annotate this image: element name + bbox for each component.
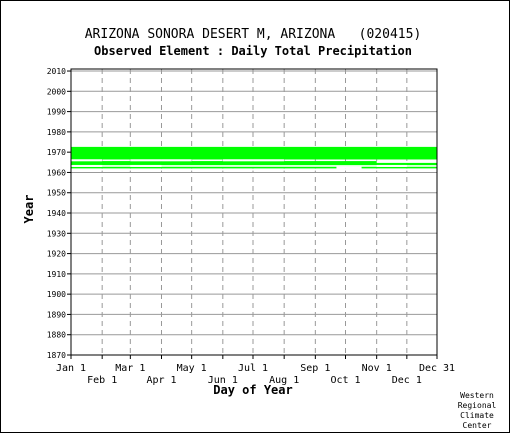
y-tick-label: 1870 <box>47 351 66 360</box>
y-tick-label: 1950 <box>47 189 66 198</box>
missing-data-segment <box>71 164 103 167</box>
x-tick-label: Mar 1 <box>115 363 145 374</box>
x-tick-label: Jul 1 <box>238 363 268 374</box>
x-tick-label: Dec 31 <box>419 363 455 374</box>
y-tick-label: 1940 <box>47 209 66 218</box>
credit-line-1: Western <box>460 391 494 400</box>
x-tick-label: Oct 1 <box>330 375 360 386</box>
missing-data-segment <box>376 160 437 163</box>
chart-subtitle: Observed Element : Daily Total Precipita… <box>94 44 412 58</box>
wrcc-credit: Western Regional Climate Center <box>458 391 497 430</box>
credit-line-4: Center <box>463 421 492 430</box>
x-tick-label: Apr 1 <box>146 375 176 386</box>
gap-layer <box>71 159 437 171</box>
x-tick-label: Sep 1 <box>300 363 330 374</box>
missing-data-segment <box>336 166 362 169</box>
x-tick-label: Feb 1 <box>87 375 117 386</box>
y-tick-label: 1900 <box>47 290 66 299</box>
credit-line-3: Climate <box>460 411 494 420</box>
missing-data-segment <box>222 159 285 162</box>
y-tick-label: 2010 <box>47 67 66 76</box>
y-tick-label: 1930 <box>47 229 66 238</box>
y-tick-label: 1990 <box>47 108 66 117</box>
y-tick-label: 1980 <box>47 128 66 137</box>
x-tick-label: Jan 1 <box>56 363 86 374</box>
missing-data-segment <box>71 159 103 162</box>
x-tick-label: Nov 1 <box>362 363 392 374</box>
y-tick-label: 1970 <box>47 148 66 157</box>
credit-line-2: Regional <box>458 401 497 410</box>
missing-data-segment <box>130 164 162 167</box>
y-tick-label: 1890 <box>47 310 66 319</box>
grid-layer <box>71 69 437 356</box>
chart-title: ARIZONA SONORA DESERT M, ARIZONA (020415… <box>85 27 422 42</box>
x-tick-label: Aug 1 <box>269 375 299 386</box>
y-axis-ticks: 1870 1880 1890 1900 1910 1920 1930 1940 1950 1960… <box>47 67 71 360</box>
y-axis-label: Year <box>22 195 36 224</box>
data-coverage-band <box>71 166 437 169</box>
missing-data-segment <box>376 164 407 167</box>
x-tick-label: May 1 <box>177 363 207 374</box>
y-tick-label: 2000 <box>47 87 66 96</box>
data-layer <box>71 146 437 169</box>
y-tick-label: 1960 <box>47 168 66 177</box>
plot-area-border <box>70 68 438 356</box>
y-tick-label: 1920 <box>47 250 66 259</box>
y-tick-label: 1880 <box>47 331 66 340</box>
x-axis-label: Day of Year <box>213 383 292 397</box>
x-tick-label: Dec 1 <box>392 375 422 386</box>
y-tick-label: 1910 <box>47 270 66 279</box>
missing-data-segment <box>130 159 192 162</box>
data-coverage-band <box>71 146 437 160</box>
missing-data-segment <box>71 168 437 171</box>
x-tick-label: Jun 1 <box>208 375 238 386</box>
data-coverage-band <box>71 161 437 166</box>
